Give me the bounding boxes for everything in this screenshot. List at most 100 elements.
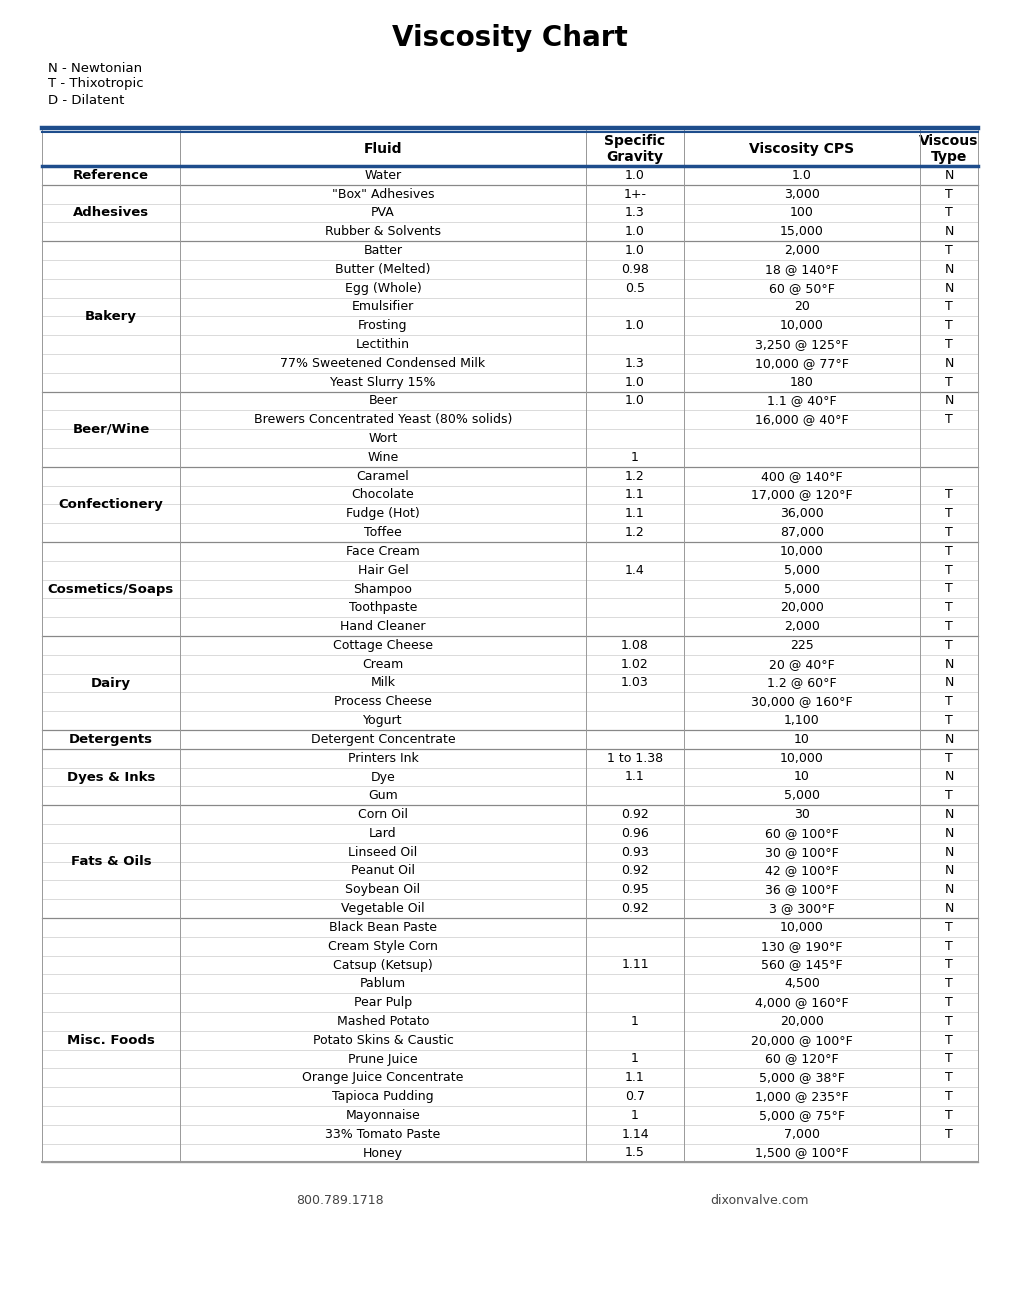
Text: T: T [945, 790, 952, 803]
Text: 1.2: 1.2 [625, 470, 644, 483]
Text: Fluid: Fluid [364, 142, 401, 157]
Text: Dye: Dye [370, 770, 395, 783]
Text: Lectithin: Lectithin [356, 338, 410, 351]
Text: 1.0: 1.0 [625, 244, 644, 257]
Text: Tapioca Pudding: Tapioca Pudding [332, 1090, 433, 1103]
Text: 100: 100 [790, 206, 813, 219]
Text: 1: 1 [631, 1015, 638, 1028]
Text: "Box" Adhesives: "Box" Adhesives [331, 188, 434, 201]
Bar [42, 185, 179, 241]
Text: Reference: Reference [73, 168, 149, 181]
Text: Mayonnaise: Mayonnaise [345, 1109, 420, 1122]
Text: 30,000 @ 160°F: 30,000 @ 160°F [750, 696, 852, 709]
Text: 15,000: 15,000 [780, 226, 823, 239]
Text: Adhesives: Adhesives [73, 206, 149, 219]
Text: T: T [945, 338, 952, 351]
Text: Emulsifier: Emulsifier [352, 300, 414, 313]
Text: Linseed Oil: Linseed Oil [348, 846, 417, 859]
Text: 20,000: 20,000 [780, 1015, 823, 1028]
Text: T: T [945, 1053, 952, 1065]
Text: T: T [945, 188, 952, 201]
Text: T - Thixotropic: T - Thixotropic [48, 77, 144, 90]
Text: 180: 180 [790, 376, 813, 389]
Text: 1.4: 1.4 [625, 564, 644, 577]
Text: N: N [944, 733, 953, 746]
Text: 1.0: 1.0 [792, 168, 811, 181]
Text: 0.93: 0.93 [621, 846, 648, 859]
Text: N: N [944, 356, 953, 369]
Text: 0.92: 0.92 [621, 864, 648, 877]
Text: Cottage Cheese: Cottage Cheese [332, 639, 433, 652]
Text: 1.1: 1.1 [625, 488, 644, 501]
Text: N: N [944, 883, 953, 897]
Text: 10,000: 10,000 [780, 921, 823, 934]
Text: Bakery: Bakery [85, 309, 137, 322]
Text: N: N [944, 168, 953, 181]
Text: D - Dilatent: D - Dilatent [48, 94, 124, 107]
Text: Gum: Gum [368, 790, 397, 803]
Text: 16,000 @ 40°F: 16,000 @ 40°F [754, 414, 848, 427]
Text: 225: 225 [790, 639, 813, 652]
Text: 1.1: 1.1 [625, 770, 644, 783]
Text: 60 @ 50°F: 60 @ 50°F [768, 282, 835, 295]
Text: Yeast Slurry 15%: Yeast Slurry 15% [330, 376, 435, 389]
Text: 42 @ 100°F: 42 @ 100°F [764, 864, 838, 877]
Text: Mashed Potato: Mashed Potato [336, 1015, 429, 1028]
Text: 3 @ 300°F: 3 @ 300°F [768, 902, 835, 915]
Text: N: N [944, 864, 953, 877]
Text: 1.0: 1.0 [625, 376, 644, 389]
Text: Chocolate: Chocolate [352, 488, 414, 501]
Text: 1: 1 [631, 452, 638, 463]
Text: Face Cream: Face Cream [345, 545, 420, 559]
Text: 400 @ 140°F: 400 @ 140°F [760, 470, 842, 483]
Text: Detergent Concentrate: Detergent Concentrate [311, 733, 454, 746]
Text: Beer: Beer [368, 394, 397, 407]
Text: 4,500: 4,500 [784, 977, 819, 990]
Text: N: N [944, 676, 953, 689]
Text: Misc. Foods: Misc. Foods [67, 1034, 155, 1047]
Text: Honey: Honey [363, 1147, 403, 1160]
Text: Viscosity Chart: Viscosity Chart [391, 23, 628, 52]
Text: Detergents: Detergents [69, 733, 153, 746]
Text: 1.1 @ 40°F: 1.1 @ 40°F [766, 394, 836, 407]
Text: N: N [944, 827, 953, 840]
Text: Wine: Wine [367, 452, 398, 463]
Text: Egg (Whole): Egg (Whole) [344, 282, 421, 295]
Text: Viscous
Type: Viscous Type [918, 133, 977, 164]
Text: 60 @ 120°F: 60 @ 120°F [764, 1053, 838, 1065]
Text: T: T [945, 206, 952, 219]
Text: Fats & Oils: Fats & Oils [70, 855, 151, 868]
Text: 0.95: 0.95 [621, 883, 648, 897]
Text: Frosting: Frosting [358, 320, 408, 333]
Text: T: T [945, 300, 952, 313]
Text: 30: 30 [793, 808, 809, 821]
Text: 0.96: 0.96 [621, 827, 648, 840]
Text: T: T [945, 244, 952, 257]
Text: 1,000 @ 235°F: 1,000 @ 235°F [754, 1090, 848, 1103]
Text: Process Cheese: Process Cheese [334, 696, 431, 709]
Text: Hair Gel: Hair Gel [358, 564, 408, 577]
Text: PVA: PVA [371, 206, 394, 219]
Text: Vegetable Oil: Vegetable Oil [340, 902, 424, 915]
Text: Soybean Oil: Soybean Oil [345, 883, 420, 897]
Text: T: T [945, 977, 952, 990]
Text: 1.3: 1.3 [625, 206, 644, 219]
Text: T: T [945, 1128, 952, 1141]
Text: 1.5: 1.5 [625, 1147, 644, 1160]
Text: 10,000 @ 77°F: 10,000 @ 77°F [754, 356, 848, 369]
Text: 10,000: 10,000 [780, 752, 823, 765]
Text: 87,000: 87,000 [780, 526, 823, 539]
Text: 1.14: 1.14 [621, 1128, 648, 1141]
Text: T: T [945, 1090, 952, 1103]
Text: Water: Water [364, 168, 401, 181]
Text: 5,000 @ 38°F: 5,000 @ 38°F [758, 1071, 844, 1084]
Text: 130 @ 190°F: 130 @ 190°F [760, 940, 842, 953]
Text: 1.0: 1.0 [625, 320, 644, 333]
Text: 0.92: 0.92 [621, 902, 648, 915]
Text: T: T [945, 958, 952, 971]
Bar [42, 749, 179, 805]
Text: Black Bean Paste: Black Bean Paste [329, 921, 436, 934]
Text: 20,000 @ 100°F: 20,000 @ 100°F [750, 1034, 852, 1047]
Text: 1+-: 1+- [623, 188, 646, 201]
Text: Pear Pulp: Pear Pulp [354, 996, 412, 1009]
